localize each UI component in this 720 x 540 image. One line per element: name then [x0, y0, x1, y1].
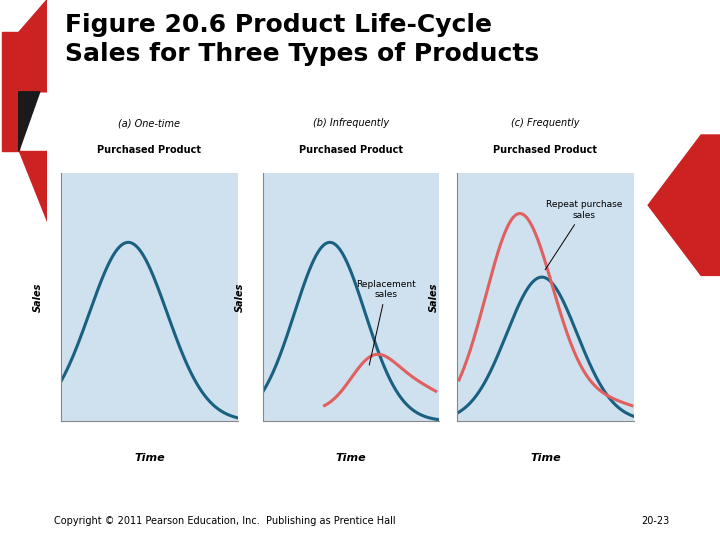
- Text: Purchased Product: Purchased Product: [97, 145, 202, 156]
- Text: Figure 20.6 Product Life-Cycle
Sales for Three Types of Products: Figure 20.6 Product Life-Cycle Sales for…: [65, 13, 539, 66]
- Text: (b) Infrequently: (b) Infrequently: [313, 118, 389, 128]
- Text: Sales: Sales: [33, 282, 43, 312]
- Polygon shape: [648, 135, 720, 275]
- Polygon shape: [19, 92, 40, 151]
- Text: Copyright © 2011 Pearson Education, Inc.  Publishing as Prentice Hall: Copyright © 2011 Pearson Education, Inc.…: [54, 516, 395, 526]
- Text: Sales: Sales: [235, 282, 245, 312]
- Polygon shape: [19, 151, 47, 221]
- Polygon shape: [19, 0, 47, 92]
- Bar: [2, 32, 19, 151]
- Text: Replacement
sales: Replacement sales: [356, 280, 416, 365]
- Text: Sales: Sales: [429, 282, 439, 312]
- Text: (c) Frequently: (c) Frequently: [511, 118, 580, 128]
- Text: Time: Time: [530, 454, 561, 463]
- Text: Purchased Product: Purchased Product: [493, 145, 598, 156]
- Text: Time: Time: [336, 454, 366, 463]
- Text: Repeat purchase
sales: Repeat purchase sales: [545, 200, 622, 270]
- Text: Purchased Product: Purchased Product: [299, 145, 403, 156]
- Text: 20-23: 20-23: [642, 516, 670, 526]
- Text: Time: Time: [134, 454, 165, 463]
- Text: (a) One-time: (a) One-time: [118, 118, 181, 128]
